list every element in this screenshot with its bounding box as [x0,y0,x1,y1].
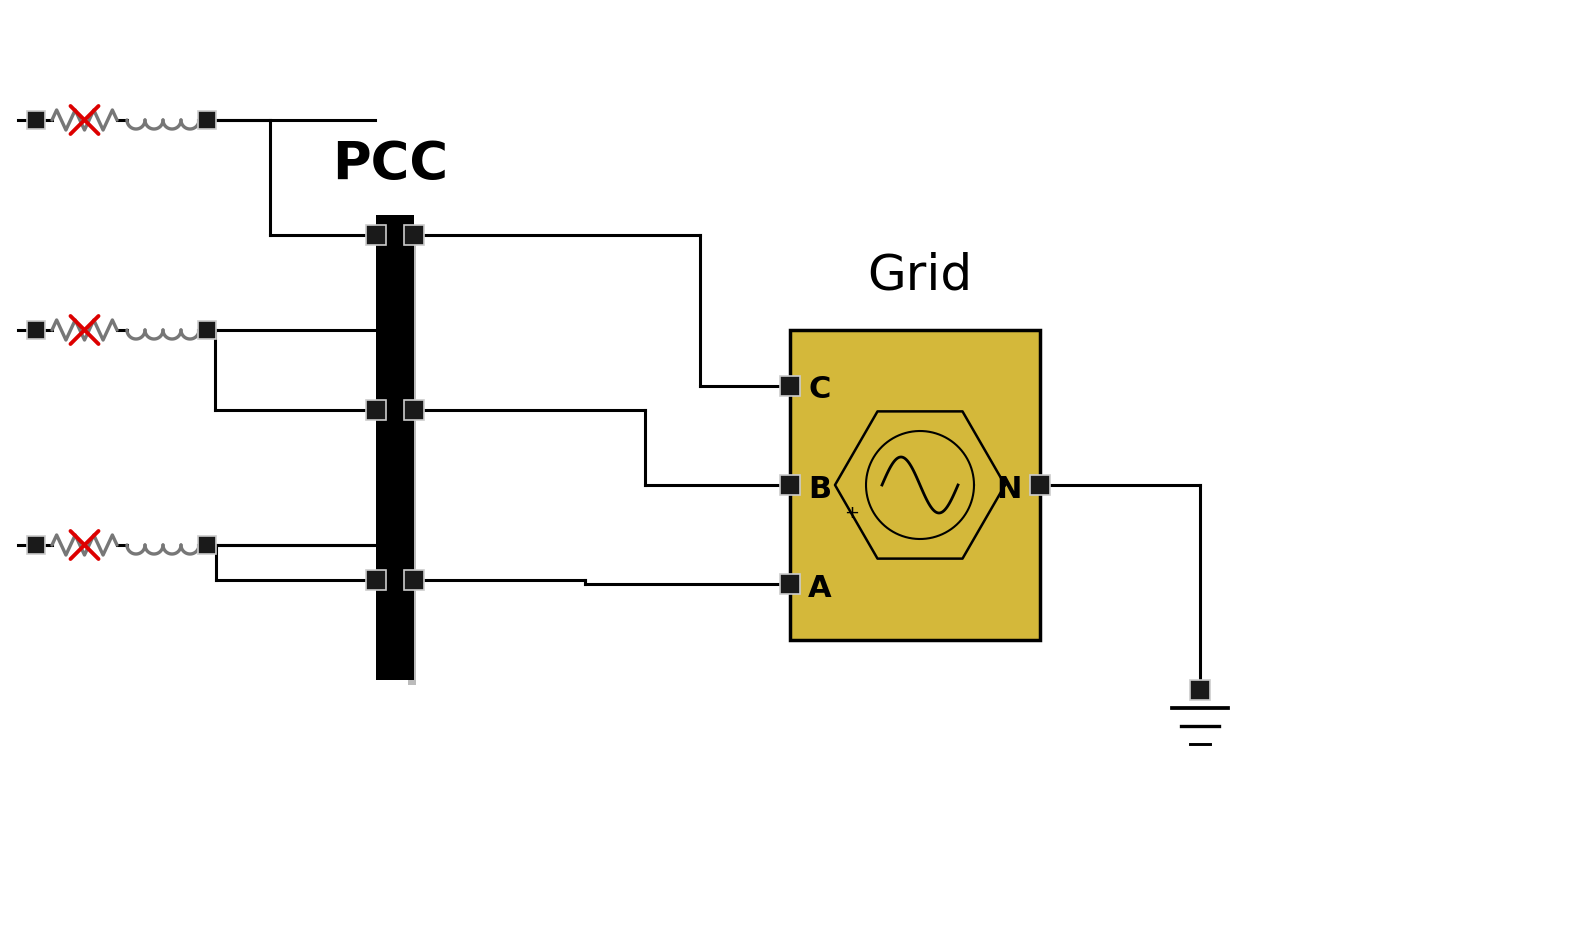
Text: +: + [844,504,860,522]
Text: B: B [807,474,831,504]
Bar [408,225,416,685]
Bar [781,574,799,594]
Text: A: A [807,573,831,603]
Bar [27,321,44,339]
Bar [27,536,44,554]
Text: Grid: Grid [867,251,973,299]
Bar [198,321,216,339]
Bar [404,225,423,245]
Bar [367,570,386,590]
Text: C: C [807,375,831,405]
Bar [1190,680,1210,700]
Bar [376,215,414,680]
Bar [367,225,386,245]
Bar [1030,475,1051,495]
Bar [781,475,799,495]
Bar [790,330,1040,640]
Bar [404,400,423,420]
Bar [27,111,44,129]
Bar [781,376,799,396]
Bar [367,400,386,420]
Bar [404,570,423,590]
Bar [198,536,216,554]
Bar [198,111,216,129]
Text: N: N [997,474,1022,504]
Text: PCC: PCC [332,139,449,191]
